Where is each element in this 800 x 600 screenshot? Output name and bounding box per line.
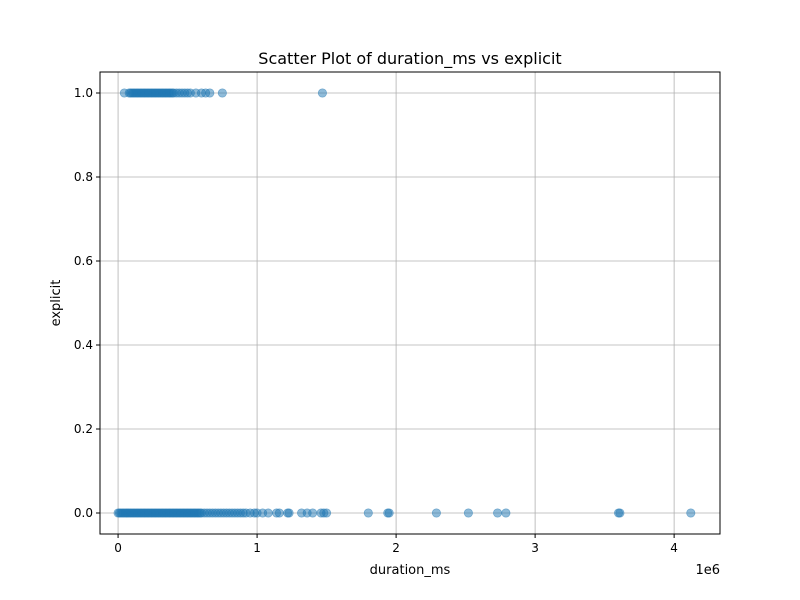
x-tick-label: 3 <box>531 541 539 555</box>
scatter-point <box>384 508 394 518</box>
scatter-point <box>686 508 696 518</box>
y-tick-label: 1.0 <box>74 86 93 100</box>
scatter-point <box>217 88 227 98</box>
scatter-point <box>263 508 273 518</box>
y-axis-label: explicit <box>49 280 64 327</box>
scatter-point <box>274 508 284 518</box>
scatter-point <box>463 508 473 518</box>
plot-area-frame <box>99 71 721 535</box>
scatter-point <box>308 508 318 518</box>
x-tick-label: 1 <box>253 541 261 555</box>
scatter-point <box>501 508 511 518</box>
scatter-point <box>363 508 373 518</box>
scatter-point <box>493 508 503 518</box>
x-tick-label: 0 <box>114 541 122 555</box>
x-tick-label: 4 <box>670 541 678 555</box>
scatter-point <box>284 508 294 518</box>
axis-ticks: 0 1 2 3 4 0.0 0.2 0.4 0.6 0.8 1.0 <box>74 86 678 555</box>
y-tick-label: 0.6 <box>74 254 93 268</box>
y-tick-label: 0.4 <box>74 338 93 352</box>
scatter-point <box>322 508 332 518</box>
scatter-point <box>317 88 327 98</box>
chart-title: Scatter Plot of duration_ms vs explicit <box>258 49 561 69</box>
x-tick-label: 2 <box>392 541 400 555</box>
y-tick-label: 0.2 <box>74 422 93 436</box>
y-tick-label: 0.0 <box>74 506 93 520</box>
grid-lines <box>100 72 720 534</box>
x-axis-label: duration_ms <box>370 563 451 578</box>
y-tick-label: 0.8 <box>74 170 93 184</box>
data-points <box>113 88 696 518</box>
x-axis-offset-label: 1e6 <box>695 563 720 578</box>
scatter-point <box>615 508 625 518</box>
scatter-point <box>431 508 441 518</box>
scatter-point <box>205 88 215 98</box>
